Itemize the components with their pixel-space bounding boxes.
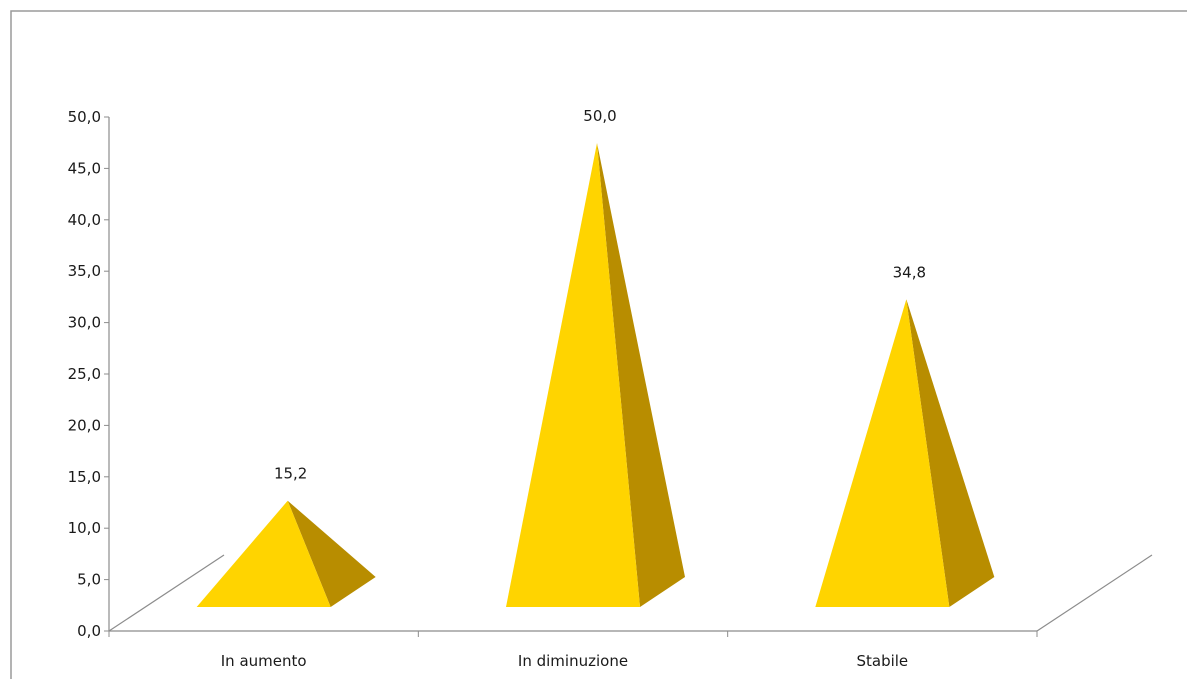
pyramid-side-face — [906, 299, 995, 607]
pyramid-side-face — [287, 500, 376, 607]
y-tick-label: 15,0 — [68, 468, 101, 486]
chart-border — [10, 10, 1187, 679]
y-tick-label: 50,0 — [68, 108, 101, 126]
y-tick-label: 40,0 — [68, 211, 101, 229]
pyramid-front-face — [506, 143, 640, 607]
data-label: 15,2 — [274, 465, 307, 483]
data-label: 34,8 — [893, 263, 926, 281]
x-category-label: In diminuzione — [518, 652, 628, 670]
x-category-label: In aumento — [221, 652, 307, 670]
y-tick-label: 10,0 — [68, 519, 101, 537]
floor-edge-right — [1036, 554, 1153, 632]
y-tick-label: 35,0 — [68, 262, 101, 280]
y-tick-label: 45,0 — [68, 159, 101, 177]
y-tick-label: 25,0 — [68, 365, 101, 383]
pyramid-front-face — [196, 500, 331, 607]
pyramid-side-face — [597, 143, 685, 607]
y-tick-label: 20,0 — [68, 416, 101, 434]
floor-edge-left — [108, 554, 225, 632]
y-tick-label: 0,0 — [77, 622, 101, 640]
y-tick-label: 30,0 — [68, 314, 101, 332]
pyramid-front-face — [815, 299, 950, 607]
y-tick-label: 5,0 — [77, 571, 101, 589]
data-label: 50,0 — [583, 107, 616, 125]
x-category-label: Stabile — [856, 652, 908, 670]
